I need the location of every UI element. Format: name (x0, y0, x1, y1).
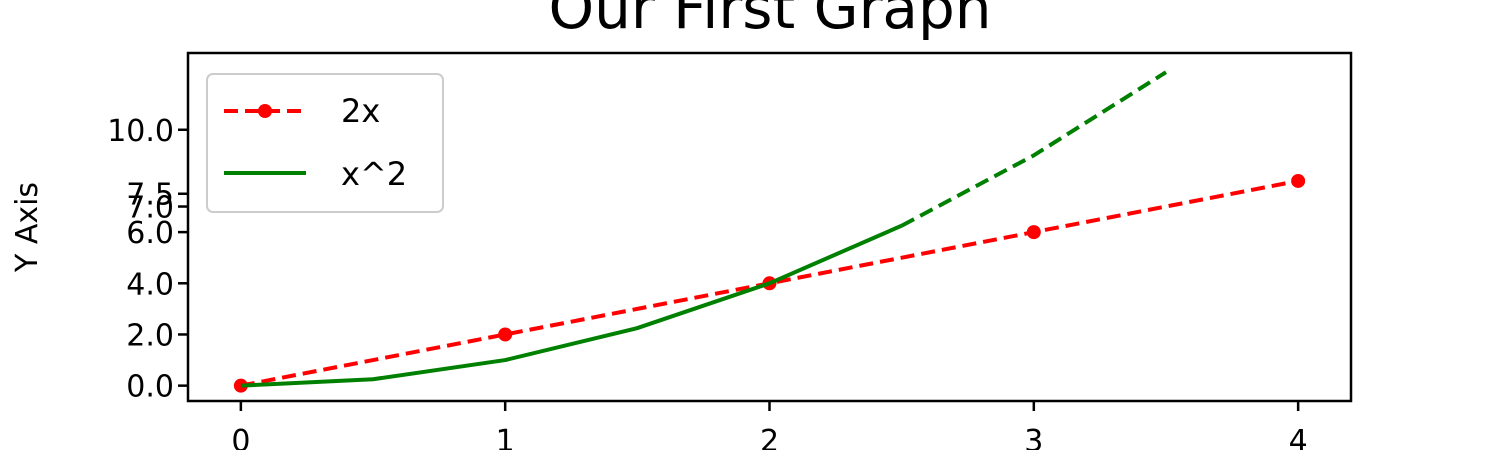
y-tick-label: 2.0 (126, 318, 174, 353)
x-axis-ticks: 0 1 2 3 4 (231, 401, 1308, 450)
y-tick-label: 0.0 (126, 370, 174, 405)
series-line-2 (900, 70, 1168, 228)
legend-marker-2x (258, 104, 272, 118)
legend: 2x x^2 (206, 73, 444, 213)
y-tick-label: 7.5 (126, 178, 174, 213)
x-tick-label: 3 (1024, 424, 1043, 450)
series-layer (233, 70, 1306, 393)
y-tick-label: 10.0 (107, 114, 174, 149)
x-tick-label: 2 (760, 424, 779, 450)
legend-box (206, 73, 444, 213)
chart-title: Our First Graph (548, 0, 991, 42)
y-axis-label: Y Axis (10, 182, 45, 273)
y-axis-ticks: 0.0 2.0 4.0 6.07.07.5 10.0 (107, 114, 188, 405)
x-tick-label: 1 (496, 424, 515, 450)
x-tick-label: 0 (231, 424, 250, 450)
y-tick-label: 6.0 (126, 216, 174, 251)
legend-label-2x: 2x (341, 92, 380, 130)
series-0-point (1026, 225, 1041, 240)
legend-label-x-squared: x^2 (341, 155, 407, 193)
y-tick-label: 7.0 (126, 191, 174, 226)
series-0-point (1291, 173, 1306, 188)
y-tick-label: 4.0 (126, 267, 174, 302)
series-0-point (498, 327, 513, 342)
series-line-1 (240, 223, 903, 388)
x-tick-label: 4 (1289, 424, 1308, 450)
